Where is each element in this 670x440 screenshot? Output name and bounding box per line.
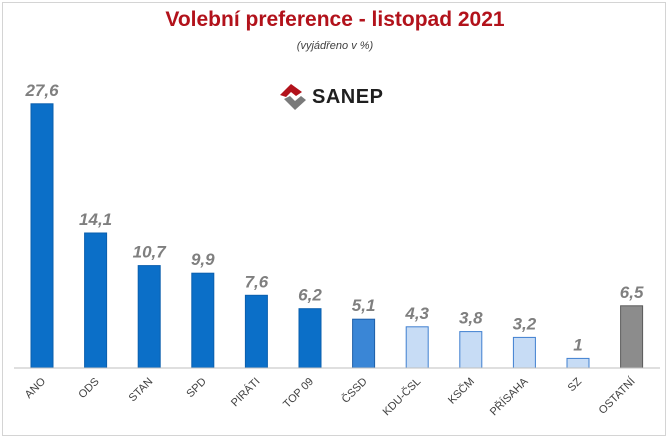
bar-stan <box>137 265 161 369</box>
chart-title: Volební preference - listopad 2021 <box>165 8 505 31</box>
category-label: TOP 09 <box>281 376 316 411</box>
bar-piráti <box>244 294 268 369</box>
bars-layer <box>30 103 644 369</box>
value-label: 6,2 <box>298 286 322 305</box>
category-label: STAN <box>127 376 156 405</box>
sanep-logo-icon <box>280 84 306 110</box>
bar-ksčm <box>459 331 483 369</box>
bar-spd <box>191 272 215 369</box>
chart-frame <box>2 2 666 436</box>
sanep-logo: SANEP <box>276 80 396 114</box>
value-label: 27,6 <box>24 81 59 100</box>
value-label: 5,1 <box>352 296 376 315</box>
value-label: 7,6 <box>245 272 269 291</box>
category-label: KSČM <box>445 375 477 407</box>
category-label: PIRÁTI <box>228 375 262 409</box>
category-label: OSTATNÍ <box>596 374 638 416</box>
value-label: 3,2 <box>513 314 537 333</box>
bar-ostatní <box>620 305 644 369</box>
bar-top-09 <box>298 308 322 369</box>
value-label: 9,9 <box>191 250 215 269</box>
category-label: KDU-ČSL <box>380 375 423 418</box>
category-label: PŘÍSAHA <box>487 374 531 418</box>
value-label: 6,5 <box>620 283 644 302</box>
bar-sz <box>566 357 590 369</box>
category-label: ČSSD <box>339 375 370 406</box>
category-label: ANO <box>23 375 49 401</box>
bar-čssd <box>352 318 376 369</box>
value-label: 3,8 <box>459 309 483 328</box>
sanep-logo-text: SANEP <box>312 86 384 108</box>
value-label: 10,7 <box>133 243 168 262</box>
category-label: ODS <box>76 376 101 401</box>
value-label: 4,3 <box>404 304 429 323</box>
category-label: SPD <box>184 376 209 401</box>
bar-přísaha <box>512 336 536 369</box>
bar-ods <box>84 232 108 369</box>
bar-kdu-čsl <box>405 326 429 369</box>
bar-ano <box>30 103 54 369</box>
value-label: 14,1 <box>79 210 112 229</box>
value-label: 1 <box>573 335 582 354</box>
chart-subtitle: (vyjádřeno v %) <box>296 40 374 52</box>
category-label: SZ <box>566 375 585 394</box>
